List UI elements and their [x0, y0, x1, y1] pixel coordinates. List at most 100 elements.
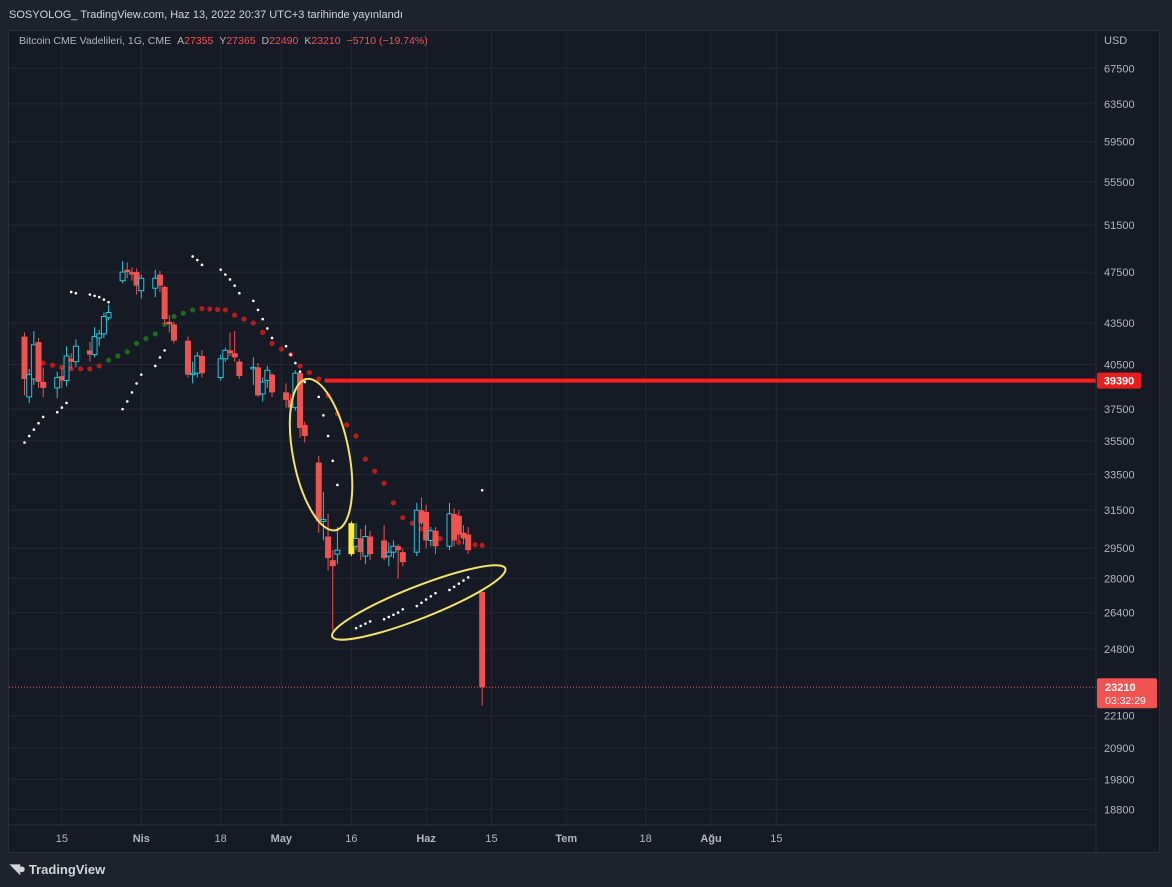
- candle-body: [124, 269, 131, 273]
- candle-body: [269, 374, 276, 393]
- psar-dot: [331, 459, 335, 463]
- x-tick-label: Haz: [416, 833, 436, 845]
- psar-dot: [289, 353, 293, 356]
- x-tick-label: 16: [345, 833, 357, 845]
- psar-dot: [429, 595, 433, 598]
- psar-dot: [420, 601, 423, 605]
- candle-body: [301, 424, 308, 437]
- last-price-tag: [1097, 678, 1157, 709]
- y-tick-label: 40500: [1104, 360, 1135, 372]
- psar-dot: [284, 344, 288, 348]
- y-tick-label: 28000: [1104, 573, 1135, 585]
- ma-dot: [362, 456, 369, 462]
- ma-dot: [40, 360, 46, 366]
- candle-body: [297, 373, 304, 428]
- ma-dot: [269, 340, 275, 347]
- symbol-name[interactable]: Bitcoin CME Vadelileri, 1G, CME: [19, 35, 172, 47]
- close-value: 23210: [311, 35, 341, 47]
- ma-dot: [297, 363, 303, 369]
- psar-dot: [219, 268, 222, 271]
- psar-dot: [457, 582, 461, 585]
- y-tick-label: 59500: [1104, 137, 1135, 149]
- psar-dot: [107, 300, 110, 304]
- psar-dot: [69, 290, 73, 294]
- psar-dot: [238, 291, 241, 295]
- last-price-label: 23210: [1105, 682, 1136, 694]
- psar-dot: [354, 626, 358, 630]
- psar-dot: [252, 299, 255, 303]
- candle-body: [399, 552, 406, 563]
- candle-body: [460, 532, 467, 539]
- bar-countdown-label: 03:32:29: [1105, 695, 1146, 707]
- psar-dot: [65, 401, 68, 405]
- ma-dot: [437, 535, 443, 542]
- psar-dot: [480, 488, 484, 492]
- ma-dot: [199, 306, 205, 312]
- y-tick-label: 51500: [1104, 220, 1135, 232]
- psar-dot: [55, 410, 59, 414]
- candle-body: [96, 333, 103, 339]
- psar-dot: [135, 382, 138, 385]
- ma-dot: [190, 307, 196, 313]
- candle-body: [348, 523, 355, 555]
- psar-dot: [60, 406, 64, 409]
- ma-dot: [222, 307, 228, 313]
- y-tick-label: 20900: [1104, 743, 1135, 755]
- tradingview-logo[interactable]: ◥● TradingView: [10, 861, 105, 877]
- candle-body: [395, 546, 402, 551]
- psar-dot: [32, 428, 36, 431]
- candle-body: [58, 376, 65, 381]
- psar-dot: [256, 308, 260, 312]
- candle-body: [217, 358, 224, 379]
- psar-dot: [396, 611, 400, 614]
- y-tick-label: 24800: [1104, 644, 1135, 656]
- ma-dot: [49, 362, 56, 368]
- candle-body: [222, 349, 229, 360]
- ma-dot: [381, 480, 387, 486]
- y-tick-label: 26400: [1104, 608, 1135, 620]
- candle-body: [357, 538, 364, 553]
- psar-dot: [74, 291, 78, 295]
- candle-body: [259, 381, 266, 395]
- ma-dot: [278, 346, 284, 352]
- psar-dot: [336, 483, 339, 487]
- candle-body: [315, 462, 322, 522]
- ma-dot: [250, 320, 256, 326]
- ma-dot: [134, 340, 140, 347]
- x-tick-label: May: [271, 833, 293, 845]
- candle-body: [432, 530, 439, 547]
- psar-dot: [270, 336, 274, 340]
- ma-dot: [152, 331, 158, 337]
- y-tick-label: 37500: [1104, 404, 1135, 416]
- x-tick-label: Tem: [555, 833, 577, 845]
- axes: 67500 63500 59500 55500 51500 47500 43500 40500…: [9, 31, 1135, 853]
- psar-dot: [41, 415, 45, 419]
- ma-dot: [180, 310, 186, 316]
- candle-body: [385, 551, 392, 557]
- psar-dot: [294, 361, 297, 365]
- candle-body: [198, 355, 205, 374]
- ma-dot: [87, 366, 93, 372]
- candle-body: [40, 381, 47, 388]
- x-tick-label: 18: [640, 833, 652, 845]
- y-tick-label: 35500: [1104, 436, 1135, 448]
- ma-dot: [353, 433, 359, 439]
- psar-dot: [326, 434, 330, 438]
- candle-body: [170, 324, 177, 341]
- psar-dot: [382, 617, 386, 621]
- annotation-ellipse-psar: [331, 564, 507, 641]
- publish-title: SOSYOLOG_ TradingView.com, Haz 13, 2022 …: [9, 9, 403, 21]
- psar-dot: [401, 607, 405, 611]
- ma-dot: [105, 357, 112, 363]
- candle-body: [128, 272, 135, 275]
- high-value: 27365: [226, 35, 256, 47]
- psar-dot: [102, 298, 106, 301]
- psar-dot: [434, 591, 437, 595]
- psar-dot: [233, 284, 236, 287]
- psar-dot: [23, 441, 26, 444]
- x-tick-label: Ağu: [700, 833, 721, 845]
- x-tick-label: 15: [770, 833, 782, 845]
- ma-dot: [344, 422, 350, 428]
